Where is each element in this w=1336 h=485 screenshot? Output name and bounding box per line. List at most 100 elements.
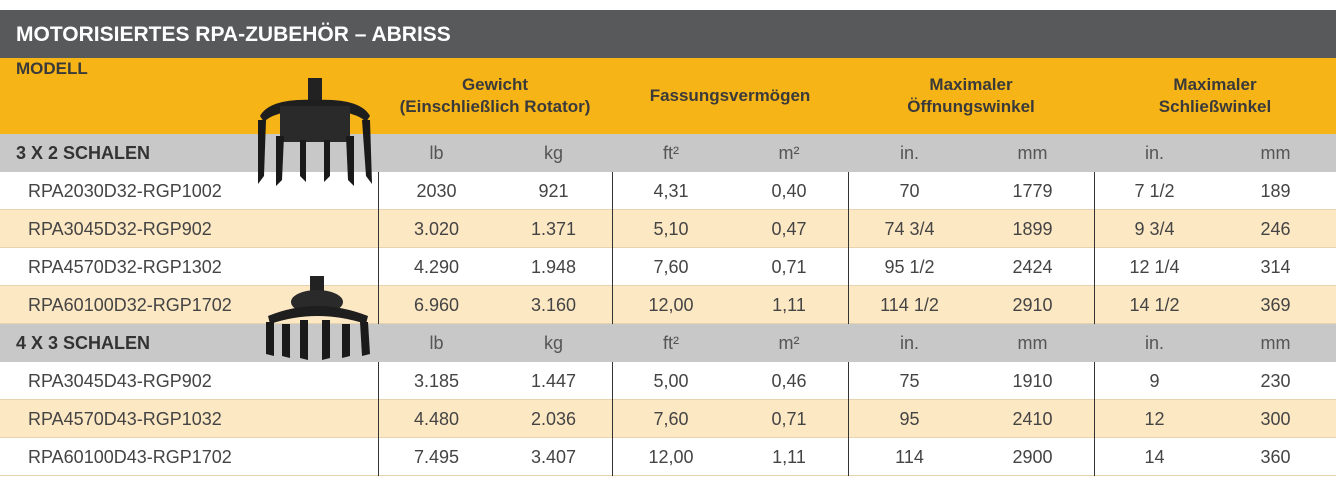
value: 1.948: [495, 248, 612, 286]
section-name: 4 X 3 SCHALEN: [16, 324, 150, 362]
value: 0,46: [730, 362, 848, 400]
value: 2410: [971, 400, 1094, 438]
header-text: Gewicht: [462, 74, 528, 96]
column-divider: [378, 210, 379, 248]
value: 0,40: [730, 172, 848, 210]
unit: m²: [730, 324, 848, 362]
value: 1899: [971, 210, 1094, 248]
unit: ft²: [612, 134, 730, 172]
header-group: Gewicht(Einschließlich Rotator): [378, 58, 612, 134]
value: 1910: [971, 362, 1094, 400]
value: 2900: [971, 438, 1094, 476]
model-name: RPA4570D43-RGP1032: [28, 400, 222, 438]
value: 4,31: [612, 172, 730, 210]
value: 1779: [971, 172, 1094, 210]
unit: mm: [1215, 134, 1336, 172]
header-text: Fassungsvermögen: [650, 85, 811, 107]
unit: ft²: [612, 324, 730, 362]
value: 300: [1215, 400, 1336, 438]
value: 1,11: [730, 286, 848, 324]
value: 189: [1215, 172, 1336, 210]
value: 360: [1215, 438, 1336, 476]
section-name: 3 X 2 SCHALEN: [16, 134, 150, 172]
value: 7.495: [378, 438, 495, 476]
column-divider: [612, 400, 613, 438]
model-name: RPA2030D32-RGP1002: [28, 172, 222, 210]
value: 95 1/2: [848, 248, 971, 286]
value: 3.185: [378, 362, 495, 400]
grapple-icon: [250, 76, 380, 188]
column-divider: [1094, 286, 1095, 324]
value: 369: [1215, 286, 1336, 324]
column-divider: [1094, 172, 1095, 210]
value: 14 1/2: [1094, 286, 1215, 324]
value: 0,71: [730, 400, 848, 438]
value: 0,71: [730, 248, 848, 286]
value: 3.020: [378, 210, 495, 248]
value: 1.447: [495, 362, 612, 400]
value: 246: [1215, 210, 1336, 248]
value: 4.290: [378, 248, 495, 286]
column-divider: [848, 210, 849, 248]
value: 114 1/2: [848, 286, 971, 324]
value: 4.480: [378, 400, 495, 438]
title: MOTORISIERTES RPA-ZUBEHÖR – ABRISS: [16, 10, 451, 58]
header-text: Maximaler: [1173, 74, 1256, 96]
unit: m²: [730, 134, 848, 172]
column-divider: [1094, 400, 1095, 438]
value: 114: [848, 438, 971, 476]
value: 5,10: [612, 210, 730, 248]
column-divider: [1094, 438, 1095, 476]
column-divider: [1094, 362, 1095, 400]
value: 3.160: [495, 286, 612, 324]
column-divider: [378, 438, 379, 476]
unit: kg: [495, 324, 612, 362]
value: 230: [1215, 362, 1336, 400]
value: 1,11: [730, 438, 848, 476]
value: 2424: [971, 248, 1094, 286]
column-divider: [612, 438, 613, 476]
column-divider: [612, 210, 613, 248]
column-divider: [848, 172, 849, 210]
model-name: RPA4570D32-RGP1302: [28, 248, 222, 286]
unit: lb: [378, 324, 495, 362]
page: MOTORISIERTES RPA-ZUBEHÖR – ABRISS MODEL…: [0, 0, 1336, 485]
header-model: MODELL: [16, 58, 88, 134]
model-name: RPA60100D43-RGP1702: [28, 438, 232, 476]
unit: mm: [971, 324, 1094, 362]
column-divider: [1094, 210, 1095, 248]
value: 314: [1215, 248, 1336, 286]
column-divider: [848, 286, 849, 324]
value: 9 3/4: [1094, 210, 1215, 248]
column-divider: [612, 172, 613, 210]
header-text: Maximaler: [929, 74, 1012, 96]
column-divider: [378, 362, 379, 400]
value: 5,00: [612, 362, 730, 400]
value: 0,47: [730, 210, 848, 248]
model-name: RPA3045D43-RGP902: [28, 362, 212, 400]
unit: in.: [1094, 134, 1215, 172]
header-text: (Einschließlich Rotator): [400, 96, 591, 118]
header-group: Fassungsvermögen: [612, 58, 848, 134]
value: 1.371: [495, 210, 612, 248]
column-divider: [848, 438, 849, 476]
column-divider: [848, 248, 849, 286]
value: 3.407: [495, 438, 612, 476]
title-bar: MOTORISIERTES RPA-ZUBEHÖR – ABRISS: [0, 10, 1336, 58]
grapple-icon: [262, 276, 374, 360]
value: 7 1/2: [1094, 172, 1215, 210]
unit: in.: [848, 324, 971, 362]
model-name: RPA60100D32-RGP1702: [28, 286, 232, 324]
value: 921: [495, 172, 612, 210]
column-divider: [612, 248, 613, 286]
column-divider: [378, 286, 379, 324]
header-text: Schließwinkel: [1159, 96, 1271, 118]
value: 74 3/4: [848, 210, 971, 248]
column-divider: [848, 362, 849, 400]
model-name: RPA3045D32-RGP902: [28, 210, 212, 248]
header-text: Öffnungswinkel: [907, 96, 1035, 118]
unit: in.: [1094, 324, 1215, 362]
unit: mm: [971, 134, 1094, 172]
